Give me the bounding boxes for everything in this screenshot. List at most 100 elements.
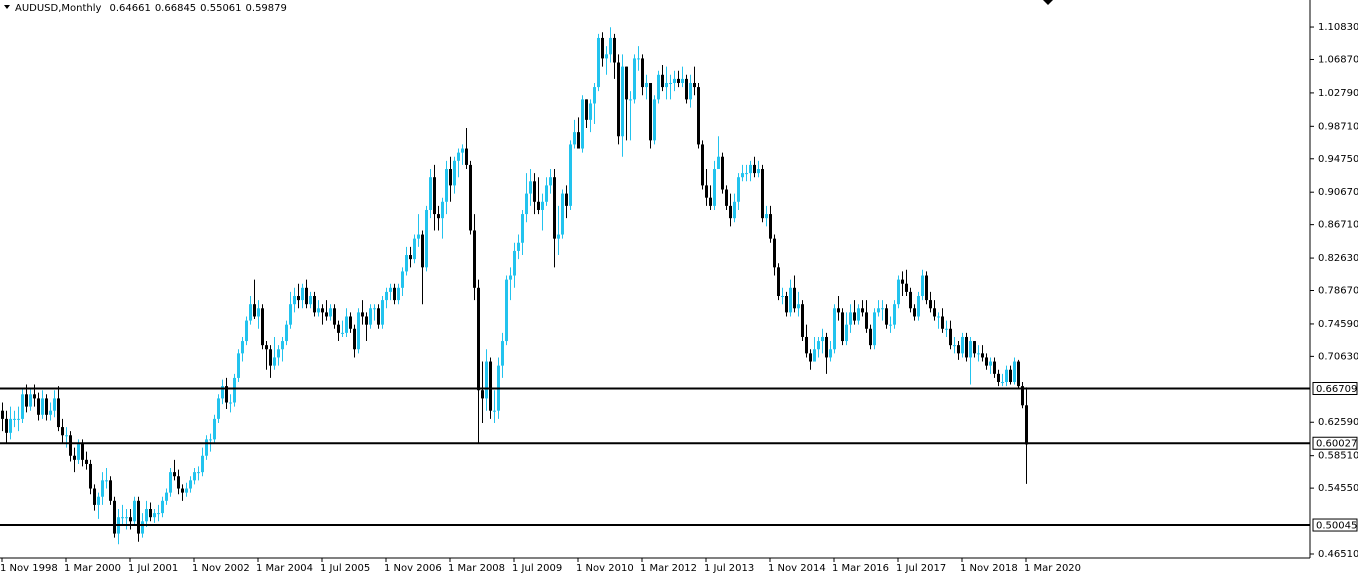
candle-body [385,291,388,301]
y-tick-label: 0.86710 [1318,220,1358,231]
candle-body [873,312,876,346]
x-tick-label: 1 Mar 2000 [64,563,121,574]
y-tick-label: 0.58510 [1318,451,1358,462]
candle-body [869,328,872,346]
y-tick-label: 0.98710 [1318,121,1358,132]
candle-body [737,177,740,202]
candle-body [309,295,312,305]
candle-body [277,349,280,358]
candle-body [421,234,424,268]
candle-body [129,517,132,522]
candle-body [257,308,260,317]
candle-body [597,37,600,88]
candle-body [173,472,176,477]
candle-body [805,336,808,354]
candle-body [957,345,960,354]
candle-body [641,58,644,88]
y-tick-label: 0.82630 [1318,253,1358,264]
candle-body [453,160,456,186]
x-tick-label: 1 Nov 2018 [960,563,1018,574]
candle-body [245,320,248,342]
x-tick-label: 1 Mar 2012 [640,563,697,574]
candle-body [93,488,96,505]
candle-body [69,435,72,456]
candle-body [401,271,404,288]
menu-triangle [4,5,10,9]
candle-body [725,189,728,206]
candle-body [73,455,76,460]
candle-body [409,255,412,260]
candle-body [381,300,384,325]
candle-body [581,99,584,149]
candle-body [513,250,516,276]
candle-body [313,295,316,313]
candle-body [545,185,548,202]
candle-body [573,132,576,145]
candle-body [885,308,888,325]
candle-body [997,373,1000,383]
x-tick-label: 1 Mar 2020 [1024,563,1081,574]
candle-body [1017,361,1020,387]
candle-body [745,173,748,175]
candle-body [501,341,504,366]
y-tick-label: 1.02790 [1318,88,1358,99]
x-tick-label: 1 Jul 2013 [704,563,754,574]
candle-body [345,316,348,333]
candle-body [145,509,148,522]
candle-body [941,316,944,329]
candle-body [337,324,340,333]
candle-body [325,312,328,317]
candle-body [609,37,612,55]
candle-body [765,214,768,219]
candle-body [649,82,652,141]
candle-body [205,439,208,456]
candle-body [1009,369,1012,383]
candle-body [321,308,324,313]
candle-body [1013,361,1016,383]
candle-body [981,353,984,358]
candle-body [425,209,428,268]
candle-body [733,201,736,219]
candle-body [5,418,8,433]
x-tick-label: 1 Mar 2016 [832,563,889,574]
shift-marker [1043,0,1053,5]
candle-body [617,62,620,137]
candle-body [477,287,480,391]
candle-body [833,308,836,350]
candle-body [553,177,556,239]
candle-body [709,197,712,206]
header-close: 0.59879 [246,3,287,14]
candle-body [517,242,520,251]
candle-body [181,488,184,493]
candle-body [661,74,664,88]
candle-body [865,312,868,329]
candle-body [49,410,52,415]
candle-body [113,500,116,534]
candle-body [433,177,436,215]
candle-body [985,357,988,366]
candle-body [297,295,300,301]
candle-body [493,410,496,412]
candle-body [633,58,636,100]
candle-body [713,169,716,206]
candle-body [405,255,408,272]
candle-body [621,66,624,137]
candle-body [53,398,56,411]
candle-body [689,82,692,100]
candle-body [157,513,160,515]
x-tick-label: 1 Mar 2004 [256,563,313,574]
candle-body [485,361,488,399]
candle-body [161,500,164,514]
candle-body [461,148,464,153]
candle-body [817,341,820,350]
candle-body [669,82,672,84]
candle-body [701,144,704,186]
candle-body [549,177,552,186]
candle-body [37,398,40,415]
candle-body [81,443,84,460]
candle-body [917,295,920,317]
candle-body [41,398,44,415]
candle-body [673,78,676,83]
candle-body [949,328,952,346]
x-tick-label: 1 Nov 2006 [384,563,442,574]
